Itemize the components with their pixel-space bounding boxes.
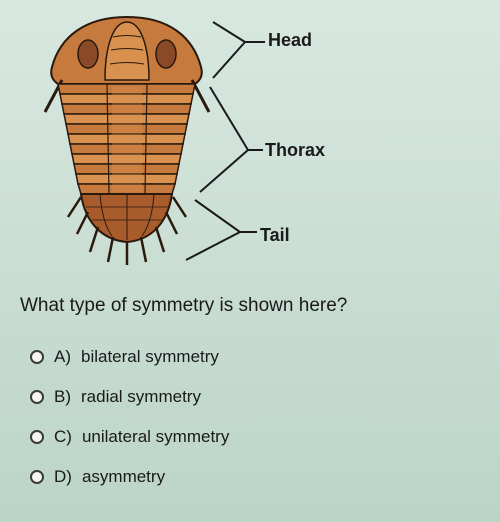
question-text: What type of symmetry is shown here?: [0, 280, 500, 337]
option-c[interactable]: C) unilateral symmetry: [30, 417, 470, 457]
option-d[interactable]: D) asymmetry: [30, 457, 470, 497]
option-letter: A): [54, 347, 71, 367]
option-letter: C): [54, 427, 72, 447]
radio-icon[interactable]: [30, 430, 44, 444]
options-list: A) bilateral symmetry B) radial symmetry…: [0, 337, 500, 497]
radio-icon[interactable]: [30, 350, 44, 364]
diagram-area: Head Thorax Tail: [0, 0, 500, 280]
pointer-lines: [0, 0, 500, 280]
option-a[interactable]: A) bilateral symmetry: [30, 337, 470, 377]
option-text: asymmetry: [82, 467, 165, 487]
option-text: radial symmetry: [81, 387, 201, 407]
label-tail: Tail: [260, 225, 290, 246]
label-head: Head: [268, 30, 312, 51]
option-letter: B): [54, 387, 71, 407]
radio-icon[interactable]: [30, 470, 44, 484]
radio-icon[interactable]: [30, 390, 44, 404]
option-b[interactable]: B) radial symmetry: [30, 377, 470, 417]
option-letter: D): [54, 467, 72, 487]
option-text: bilateral symmetry: [81, 347, 219, 367]
label-thorax: Thorax: [265, 140, 325, 161]
option-text: unilateral symmetry: [82, 427, 229, 447]
